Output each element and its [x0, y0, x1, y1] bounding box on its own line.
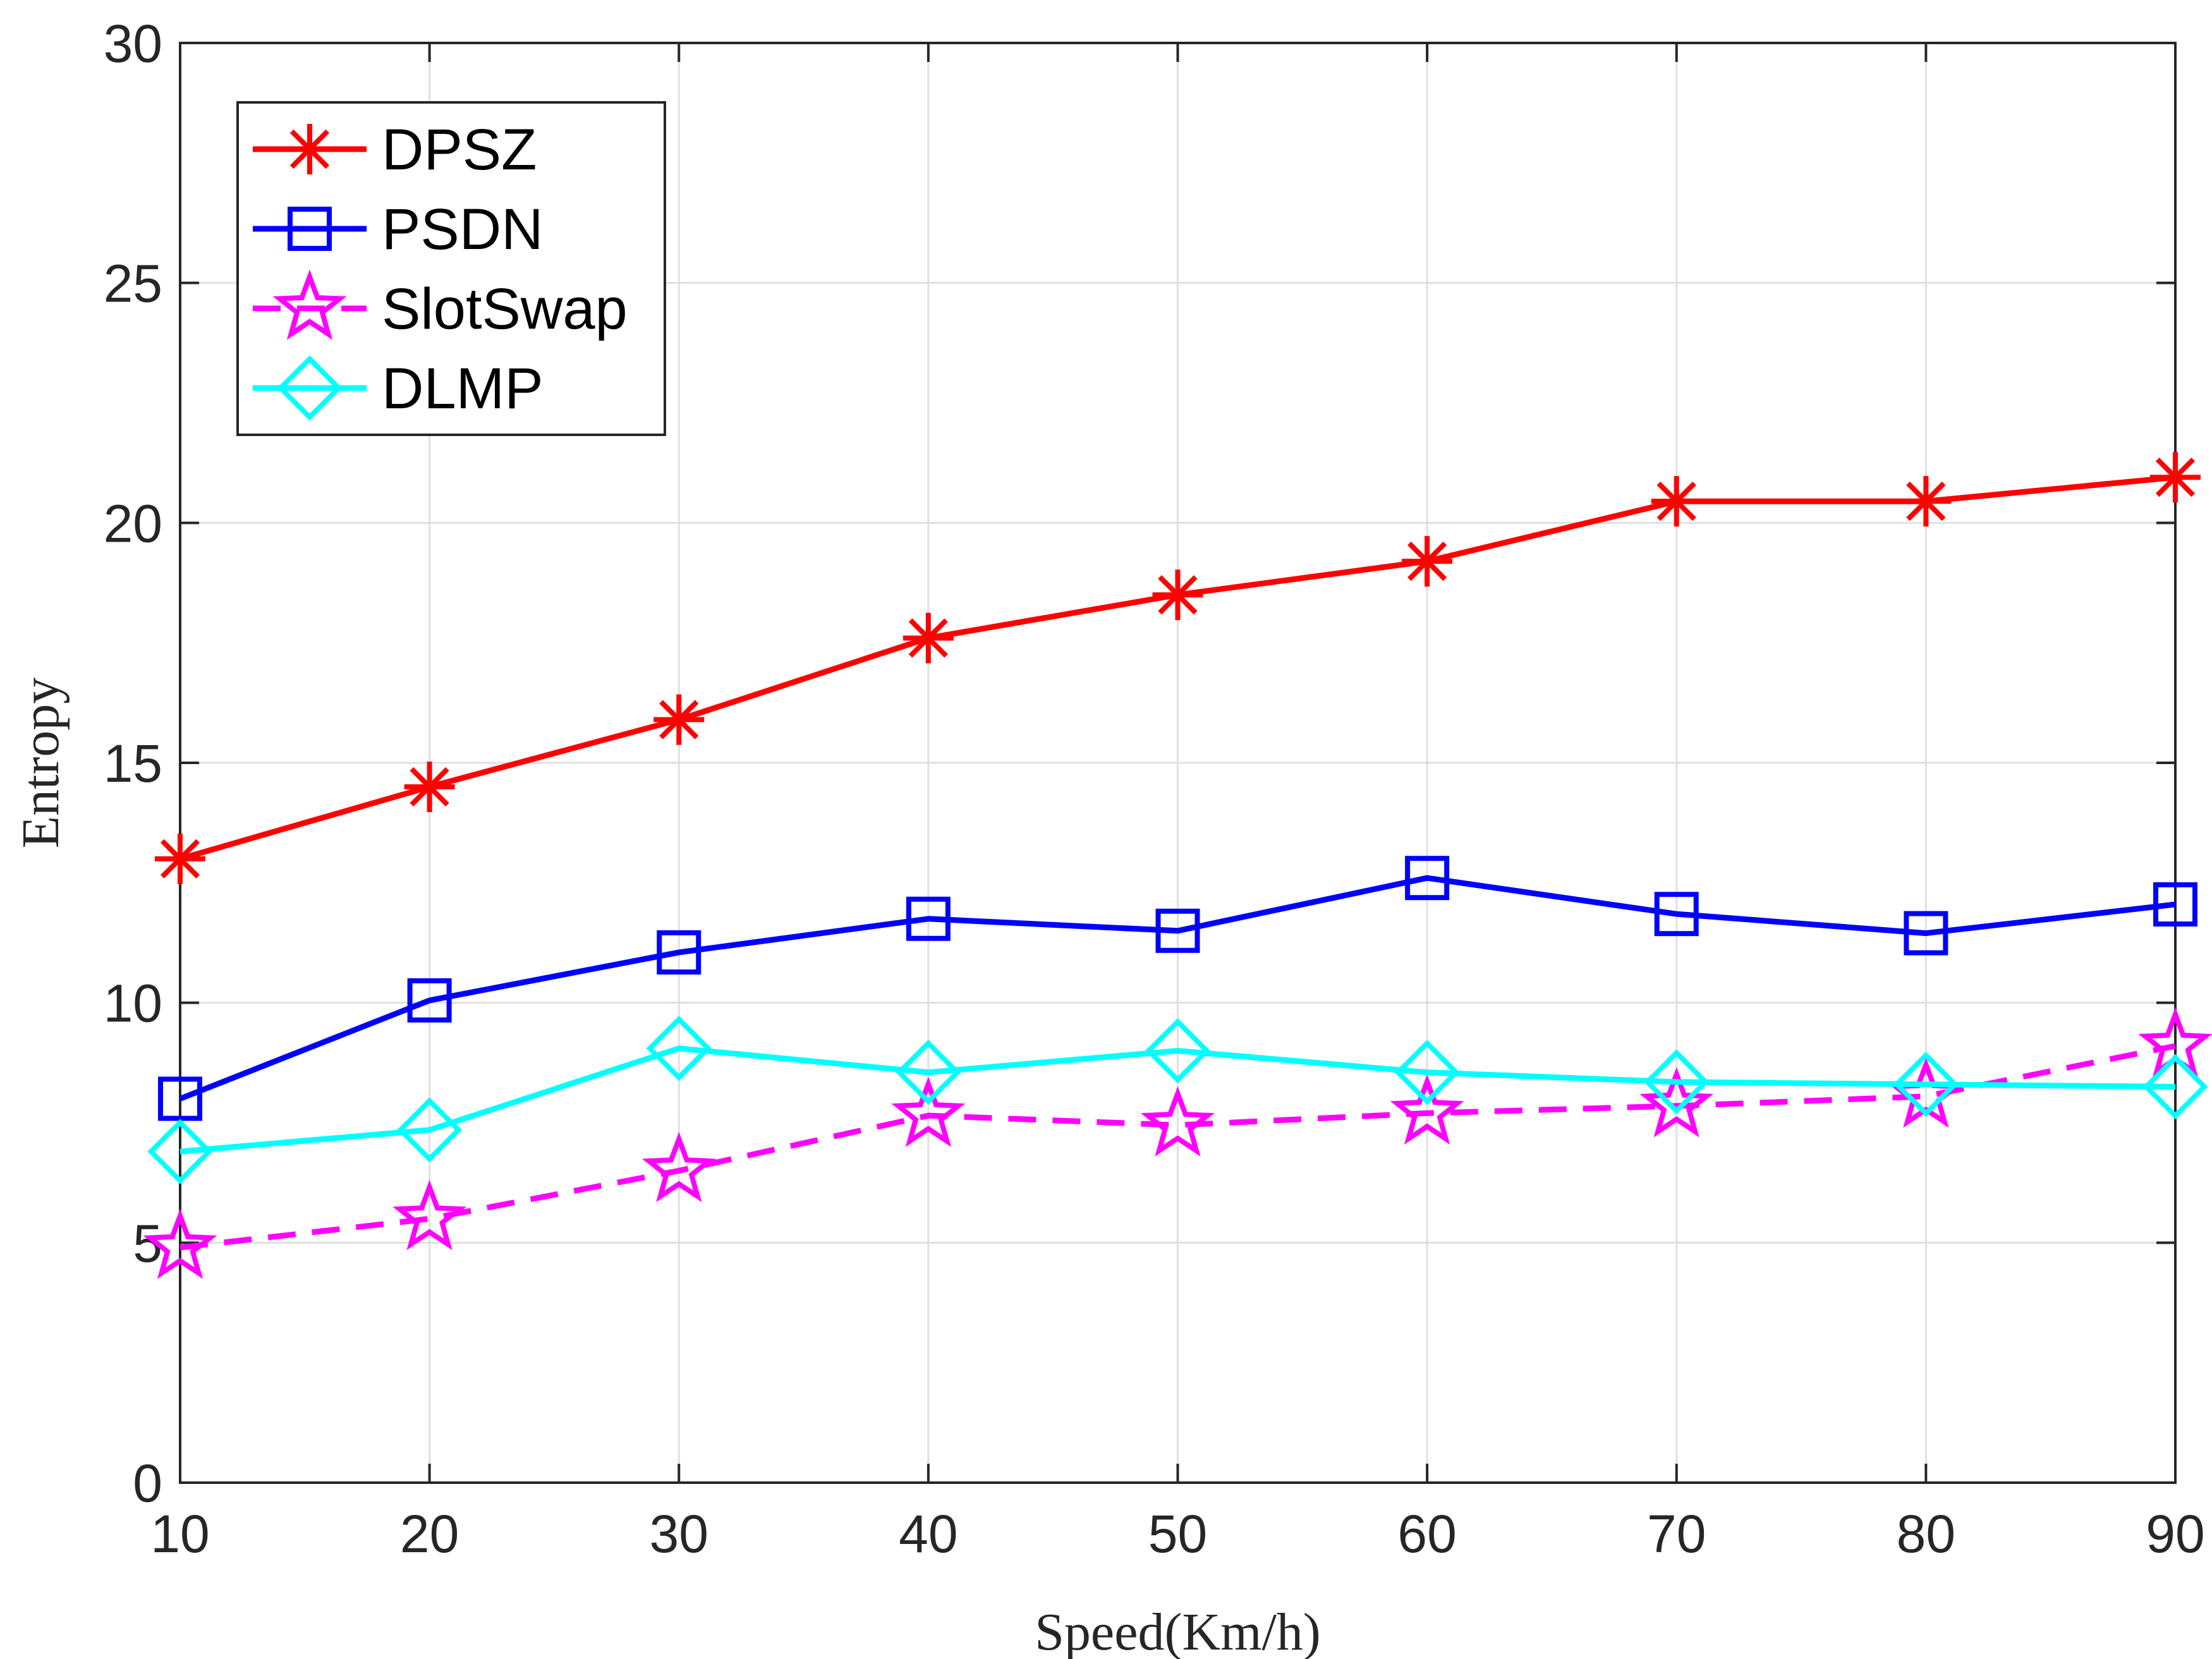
data-point-slotswap: [1141, 1086, 1215, 1157]
data-point-dpsz: [653, 694, 705, 745]
data-point-dpsz: [1651, 476, 1702, 527]
data-point-slotswap: [392, 1179, 467, 1251]
legend-marker: [284, 124, 335, 174]
asterisk-stroke: [289, 129, 330, 169]
data-point-dpsz: [1402, 536, 1453, 587]
data-point-dlmp: [1145, 1018, 1211, 1084]
data-point-dlmp: [1893, 1052, 1959, 1117]
data-point-dpsz: [1152, 569, 1203, 621]
legend-entry-psdn: PSDN: [253, 197, 544, 262]
series-line-psdn: [179, 875, 2176, 1102]
series-dlmp: [147, 1016, 2208, 1184]
data-point-dpsz: [155, 833, 205, 884]
data-point-slotswap: [891, 1076, 966, 1147]
asterisk-stroke: [659, 700, 699, 739]
data-point-dlmp: [147, 1119, 213, 1184]
x-axis-label: Speed(Km/h): [1035, 1603, 1321, 1659]
data-point-psdn: [407, 978, 452, 1023]
data-point-psdn: [1405, 856, 1450, 901]
legend-label: SlotSwap: [382, 277, 628, 341]
x-tick-label: 80: [1897, 1504, 1955, 1564]
legend-marker: [288, 207, 332, 251]
x-tick-label: 40: [899, 1504, 957, 1564]
asterisk-stroke: [160, 839, 200, 878]
asterisk-stroke: [2155, 458, 2196, 497]
asterisk-stroke: [1906, 482, 1946, 521]
data-point-slotswap: [1639, 1067, 1714, 1138]
y-axis-label: Entropy: [11, 678, 70, 849]
grid-lines: [179, 42, 2177, 1484]
data-point-dlmp: [896, 1040, 961, 1105]
legend-entry-slotswap: SlotSwap: [253, 269, 628, 341]
data-point-psdn: [1904, 911, 1948, 956]
asterisk-stroke: [908, 618, 948, 658]
data-point-dlmp: [2142, 1054, 2208, 1120]
x-tick-label: 10: [150, 1504, 209, 1564]
data-point-psdn: [657, 930, 702, 975]
asterisk-stroke: [410, 767, 449, 807]
data-point-dlmp: [396, 1097, 463, 1163]
x-tick-label: 20: [400, 1504, 459, 1564]
data-point-dlmp: [1644, 1049, 1710, 1115]
data-point-slotswap: [641, 1131, 716, 1203]
data-point-dpsz: [2150, 452, 2201, 503]
x-tick-label: 30: [650, 1504, 708, 1564]
asterisk-stroke: [1158, 575, 1198, 615]
y-tick-label: 15: [104, 734, 162, 793]
asterisk-stroke: [1656, 482, 1696, 521]
series-slotswap: [143, 1007, 2212, 1279]
data-point-psdn: [1155, 908, 1200, 953]
series-psdn: [158, 856, 2197, 1121]
data-point-dpsz: [1900, 476, 1952, 527]
data-point-dpsz: [404, 761, 455, 812]
y-tick-label: 0: [133, 1454, 162, 1513]
series-group: [143, 452, 2212, 1279]
legend-entry-dpsz: DPSZ: [253, 118, 537, 182]
legend-label: DLMP: [382, 356, 544, 421]
data-point-psdn: [906, 896, 951, 941]
y-tick-label: 30: [104, 14, 162, 73]
x-tick-label: 90: [2146, 1504, 2204, 1564]
data-point-psdn: [1654, 892, 1699, 937]
legend-marker: [272, 269, 347, 340]
legend-label: DPSZ: [382, 118, 537, 182]
legend: DPSZ PSDN SlotSwap DLMP: [236, 101, 666, 436]
data-point-psdn: [2153, 882, 2197, 927]
y-tick-label: 10: [104, 974, 162, 1033]
legend-label: PSDN: [382, 197, 544, 262]
data-point-slotswap: [1390, 1074, 1464, 1145]
data-point-slotswap: [143, 1208, 217, 1279]
x-tick-label: 70: [1647, 1504, 1706, 1564]
series-line-slotswap: [179, 1043, 2176, 1251]
series-dpsz: [155, 452, 2201, 884]
y-tick-label: 25: [104, 254, 162, 313]
series-line-dlmp: [179, 1045, 2176, 1155]
data-point-dpsz: [902, 612, 954, 664]
y-tick-label: 20: [104, 494, 162, 553]
x-tick-label: 50: [1148, 1504, 1207, 1564]
legend-entry-dlmp: DLMP: [253, 355, 544, 421]
data-point-dlmp: [646, 1016, 712, 1081]
legend-marker: [277, 355, 343, 421]
data-point-psdn: [158, 1076, 202, 1121]
data-point-dlmp: [1394, 1040, 1460, 1105]
x-tick-label: 60: [1397, 1504, 1456, 1564]
asterisk-stroke: [1407, 541, 1447, 581]
